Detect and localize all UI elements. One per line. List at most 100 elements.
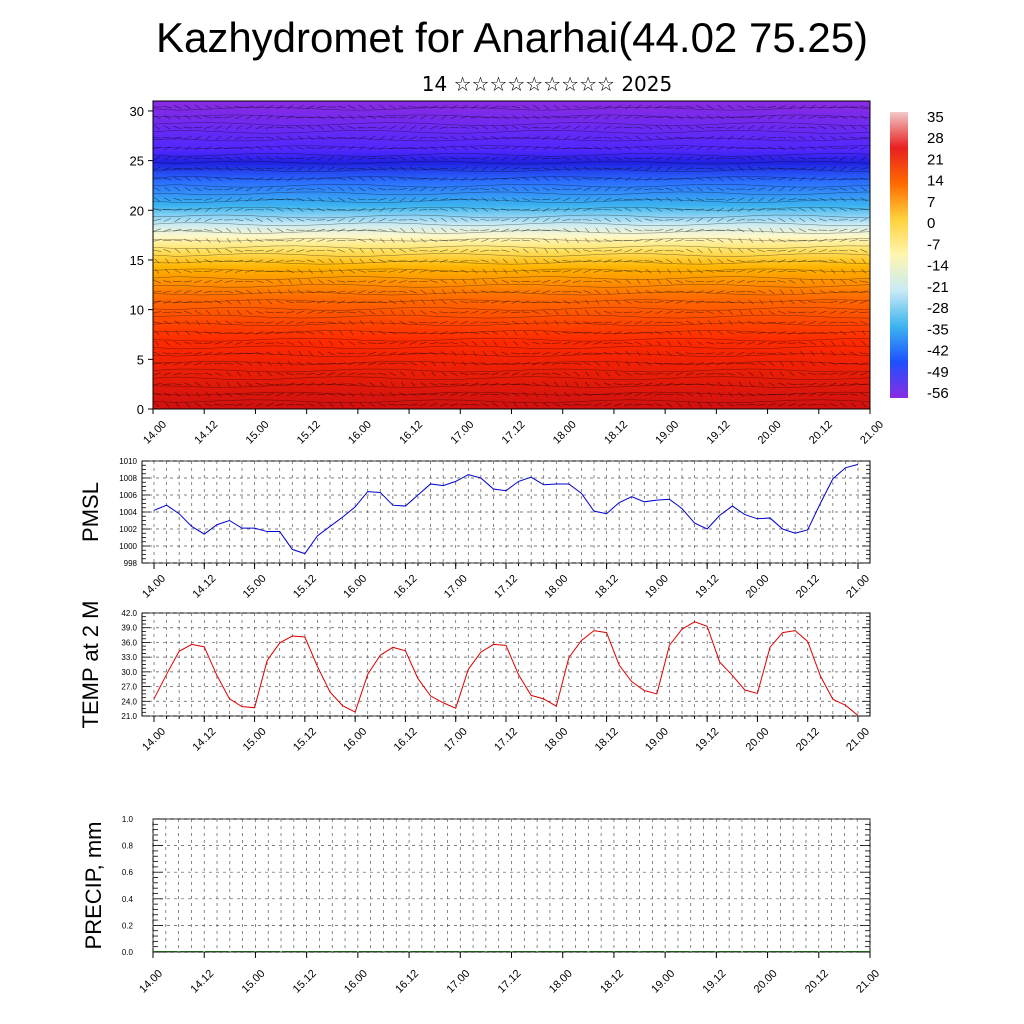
colorbar-label: 14 bbox=[927, 173, 944, 190]
x-tick-label: 19.00 bbox=[649, 968, 677, 996]
y-tick-label: 24.0 bbox=[121, 697, 137, 706]
x-tick-label: 14.00 bbox=[140, 726, 168, 754]
y-tick-label: 0.8 bbox=[122, 842, 134, 851]
x-tick-label: 15.00 bbox=[241, 726, 269, 754]
precip-bar bbox=[410, 951, 434, 952]
warm-peak bbox=[586, 339, 663, 409]
x-tick-label: 18.00 bbox=[542, 573, 570, 601]
colorbar-label: 0 bbox=[927, 215, 935, 232]
y-axis-label: PRECIP, mm bbox=[81, 822, 106, 950]
x-tick-label: 15.12 bbox=[295, 419, 323, 447]
colorbar-label: -42 bbox=[927, 343, 949, 360]
precip-bar bbox=[179, 951, 204, 952]
x-tick-label: 17.12 bbox=[492, 726, 520, 754]
y-tick-label: 42.0 bbox=[121, 609, 137, 618]
x-tick-label: 18.00 bbox=[551, 419, 579, 447]
x-tick-label: 15.12 bbox=[291, 726, 319, 754]
y-tick-label: 1004 bbox=[119, 508, 137, 517]
colorbar-label: 7 bbox=[927, 194, 935, 211]
y-tick-label: 36.0 bbox=[121, 638, 137, 647]
x-tick-label: 16.12 bbox=[393, 968, 421, 996]
y-tick-label: 30 bbox=[130, 104, 144, 119]
precip-bar bbox=[717, 951, 741, 952]
x-tick-label: 18.12 bbox=[593, 573, 621, 601]
x-tick-label: 14.12 bbox=[190, 726, 218, 754]
x-tick-label: 17.12 bbox=[492, 573, 520, 601]
temp-chart: 21.0 24.0 27.0 30.0 33.0 36.0 39.0 42.0 14.00 14.… bbox=[78, 601, 872, 754]
y-tick-label: 1010 bbox=[119, 457, 137, 466]
y-tick-label: 25 bbox=[130, 154, 144, 169]
minor-ticks bbox=[142, 612, 870, 717]
precip-bar bbox=[640, 951, 665, 952]
x-tick-label: 19.12 bbox=[693, 573, 721, 601]
x-tick-label: 15.00 bbox=[244, 419, 272, 447]
y-axis-label: TEMP at 2 M bbox=[78, 601, 103, 729]
x-tick-label: 14.12 bbox=[192, 419, 220, 447]
x-tick-label: 21.00 bbox=[854, 968, 882, 996]
y-tick-label: 20 bbox=[130, 203, 144, 218]
colorbar bbox=[890, 112, 908, 398]
precip-bar bbox=[307, 951, 332, 952]
warm-peak bbox=[744, 339, 821, 409]
cross-section-chart: 0 5 10 15 20 25 30 14.00 14.12 15.00 15.12 16.00 16.… bbox=[130, 100, 949, 447]
x-tick-label: 16.12 bbox=[392, 573, 420, 601]
x-tick-label: 15.12 bbox=[291, 573, 319, 601]
precip-bar bbox=[845, 951, 869, 952]
colorbar-label: 21 bbox=[927, 151, 944, 168]
y-tick-label: 998 bbox=[124, 559, 138, 568]
precip-bar bbox=[333, 951, 357, 952]
precip-bar bbox=[819, 951, 844, 952]
x-tick-label: 16.12 bbox=[392, 726, 420, 754]
precip-bar bbox=[794, 951, 818, 952]
x-tick-label: 14.00 bbox=[141, 419, 169, 447]
x-tick-label: 15.00 bbox=[241, 573, 269, 601]
y-tick-label: 0.2 bbox=[122, 921, 134, 930]
y-tick-label: 21.0 bbox=[121, 712, 137, 721]
x-tick-label: 17.12 bbox=[496, 968, 524, 996]
precip-bar bbox=[384, 951, 409, 952]
precip-bar bbox=[461, 951, 485, 952]
y-tick-label: 33.0 bbox=[121, 653, 137, 662]
precip-bar bbox=[563, 951, 588, 952]
x-tick-label: 14.00 bbox=[140, 573, 168, 601]
x-tick-label: 20.00 bbox=[752, 968, 780, 996]
y-tick-label: 0.0 bbox=[122, 948, 134, 957]
precip-bar bbox=[282, 951, 306, 952]
x-tick-label: 17.00 bbox=[442, 573, 470, 601]
x-tick-label: 20.12 bbox=[794, 726, 822, 754]
y-tick-label: 27.0 bbox=[121, 683, 137, 692]
y-tick-label: 5 bbox=[137, 352, 144, 367]
minor-ticks bbox=[142, 460, 870, 564]
x-tick-label: 17.12 bbox=[500, 419, 528, 447]
precip-bar bbox=[230, 951, 255, 952]
y-tick-label: 1002 bbox=[119, 525, 137, 534]
x-tick-label: 14.12 bbox=[188, 968, 216, 996]
colorbar-label: -49 bbox=[927, 364, 949, 381]
x-tick-label: 17.00 bbox=[448, 419, 476, 447]
x-tick-label: 18.00 bbox=[547, 968, 575, 996]
x-tick-label: 16.12 bbox=[397, 419, 425, 447]
colorbar-label: -28 bbox=[927, 300, 949, 317]
x-tick-label: 18.00 bbox=[542, 726, 570, 754]
precip-bar bbox=[666, 951, 690, 952]
colorbar-label: -14 bbox=[927, 258, 949, 275]
x-tick-label: 21.00 bbox=[844, 573, 872, 601]
x-tick-label: 20.12 bbox=[803, 968, 831, 996]
x-tick-label: 14.12 bbox=[190, 573, 218, 601]
colorbar-label: 28 bbox=[927, 130, 944, 147]
precip-bar bbox=[256, 951, 281, 952]
pmsl-chart: 998 1000 1002 1004 1006 1008 1010 14.00 14.12 15.… bbox=[78, 457, 872, 601]
colorbar-label: -21 bbox=[927, 279, 949, 296]
precip-bar bbox=[614, 951, 639, 952]
x-tick-label: 20.00 bbox=[744, 573, 772, 601]
y-tick-label: 1.0 bbox=[122, 815, 134, 824]
colorbar-label: -7 bbox=[927, 236, 940, 253]
x-tick-label: 19.00 bbox=[643, 573, 671, 601]
minor-ticks bbox=[153, 818, 870, 953]
x-tick-label: 16.00 bbox=[346, 419, 374, 447]
precip-bar bbox=[154, 951, 178, 952]
colorbar-label: 35 bbox=[927, 109, 944, 126]
y-tick-label: 0.4 bbox=[122, 895, 134, 904]
y-tick-label: 0.6 bbox=[122, 868, 134, 877]
precip-bar bbox=[691, 951, 716, 952]
